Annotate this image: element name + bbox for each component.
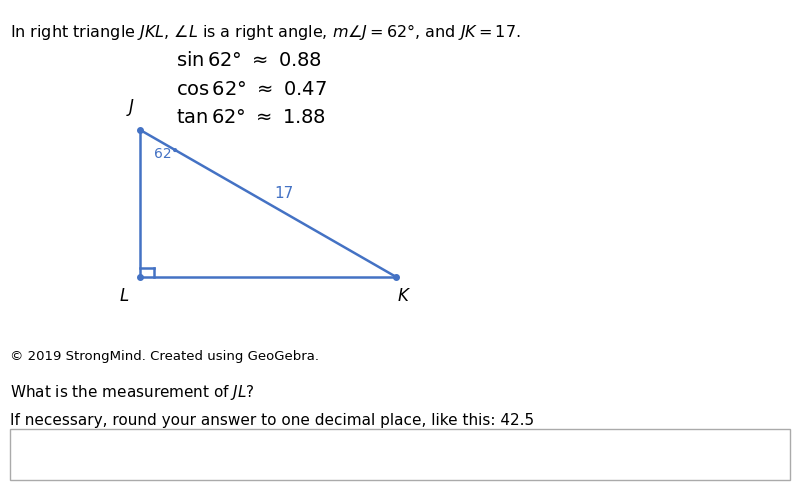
FancyBboxPatch shape [10, 429, 790, 480]
Text: In right triangle $\mathit{JKL}$, $\angle \mathit{L}$ is a right angle, $m\angle: In right triangle $\mathit{JKL}$, $\angl… [10, 22, 521, 42]
Text: What is the measurement of $\mathit{JL}$?: What is the measurement of $\mathit{JL}$… [10, 383, 255, 402]
Text: $\cos 62°\ \approx\ 0.47$: $\cos 62°\ \approx\ 0.47$ [176, 80, 327, 99]
Text: $L$: $L$ [119, 287, 129, 305]
Text: 17: 17 [274, 186, 294, 201]
Text: $K$: $K$ [397, 287, 411, 305]
Text: $\sin 62°\ \approx\ 0.88$: $\sin 62°\ \approx\ 0.88$ [176, 51, 322, 71]
Text: © 2019 StrongMind. Created using GeoGebra.: © 2019 StrongMind. Created using GeoGebr… [10, 350, 319, 364]
Text: $\tan 62°\ \approx\ 1.88$: $\tan 62°\ \approx\ 1.88$ [176, 108, 326, 127]
Text: $J$: $J$ [126, 97, 135, 118]
Text: If necessary, round your answer to one decimal place, like this: 42.5: If necessary, round your answer to one d… [10, 413, 534, 428]
Text: 62°: 62° [154, 147, 178, 161]
